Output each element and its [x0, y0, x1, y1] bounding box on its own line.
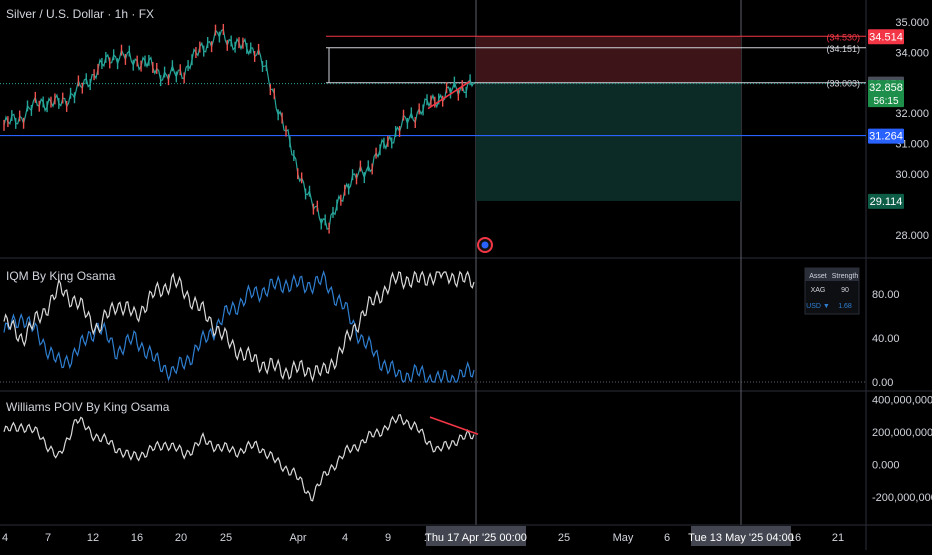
stop-price-badge	[868, 29, 904, 45]
strength-table-header-cell	[831, 268, 859, 281]
price-axis-tick: 35.000	[895, 17, 929, 29]
target-price-badge	[868, 193, 904, 209]
take-profit-zone[interactable]	[476, 82, 741, 201]
time-axis-tick: Apr	[289, 532, 306, 544]
current-price-badge	[868, 80, 904, 108]
price-divergence-line[interactable]	[427, 80, 471, 110]
stop-level-label: (34.530)	[826, 32, 860, 42]
stop-price-badge-text: 34.514	[869, 31, 903, 43]
price-axis-tick: 28.000	[895, 230, 929, 242]
stop-loss-zone[interactable]	[476, 36, 741, 83]
chart-title: Silver / U.S. Dollar · 1h · FX	[6, 7, 155, 21]
crosshair-time-label-text: Tue 13 May '25 04:00	[688, 532, 794, 544]
time-axis-tick: 16	[789, 532, 801, 544]
strength-table-header: Asset	[809, 273, 827, 280]
time-axis-tick: 21	[832, 532, 844, 544]
time-axis-tick: 25	[558, 532, 570, 544]
strength-table-header: Strength	[832, 273, 859, 280]
iqm-axis-tick: 40.00	[872, 333, 900, 345]
price-axis-tick: 32.000	[895, 108, 929, 120]
price-series-line	[3, 28, 475, 230]
time-axis-tick: 6	[664, 532, 670, 544]
support-price-badge-text: 31.264	[869, 131, 903, 143]
strength-table-cell: 90	[841, 287, 849, 294]
price-axis-tick: 34.000	[895, 47, 929, 59]
strength-table-cell: XAG	[811, 287, 826, 294]
iqm-xag-line	[3, 270, 475, 383]
iqm-axis-tick: 0.00	[872, 377, 893, 389]
iqm-indicator-title: IQM By King Osama	[6, 269, 116, 283]
time-axis-tick: 20	[175, 532, 187, 544]
current-price-badge-text: 32.858	[869, 82, 903, 94]
entry-level-label: (33.003)	[826, 79, 860, 89]
williams-axis-tick: -200,000,000	[872, 492, 932, 504]
time-axis-tick: 12	[87, 532, 99, 544]
williams-indicator-title: Williams POIV By King Osama	[6, 400, 170, 414]
us-flag-event-icon	[481, 241, 489, 249]
strength-table-header-cell	[805, 268, 831, 281]
time-axis-tick: 7	[45, 532, 51, 544]
time-axis-tick: 4	[2, 532, 8, 544]
time-axis-tick: 16	[131, 532, 143, 544]
time-axis-tick: May	[613, 532, 634, 544]
countdown-text: 56:15	[873, 96, 898, 107]
time-axis-tick: 9	[385, 532, 391, 544]
crosshair-time-label-text: Thu 17 Apr '25 00:00	[425, 532, 527, 544]
price-axis-tick: 30.000	[895, 169, 929, 181]
williams-axis-tick: 0.000	[872, 459, 900, 471]
williams-divergence-line[interactable]	[429, 416, 479, 435]
iqm-axis-tick: 80.00	[872, 289, 900, 301]
strength-table-cell: 1.68	[838, 303, 852, 310]
time-axis-tick: 25	[220, 532, 232, 544]
resistance-level-label: (34.151)	[826, 44, 860, 54]
target-price-badge-text: 29.114	[870, 196, 903, 208]
williams-axis-tick: 400,000,000	[872, 394, 932, 406]
williams-axis-tick: 200,000,000	[872, 427, 932, 439]
support-price-badge	[868, 128, 904, 144]
williams-poiv-line	[3, 414, 475, 502]
strength-table-cell: USD ▼	[806, 303, 830, 310]
time-axis-tick: 4	[342, 532, 348, 544]
crosshair-time-label	[691, 526, 791, 546]
iqm-usd-line	[3, 270, 475, 384]
crosshair-time-label	[426, 526, 526, 546]
